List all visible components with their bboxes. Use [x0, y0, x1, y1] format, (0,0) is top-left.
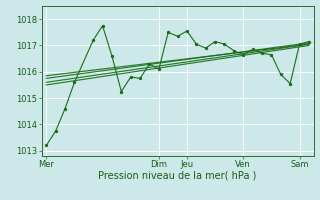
X-axis label: Pression niveau de la mer( hPa ): Pression niveau de la mer( hPa )	[99, 171, 257, 181]
